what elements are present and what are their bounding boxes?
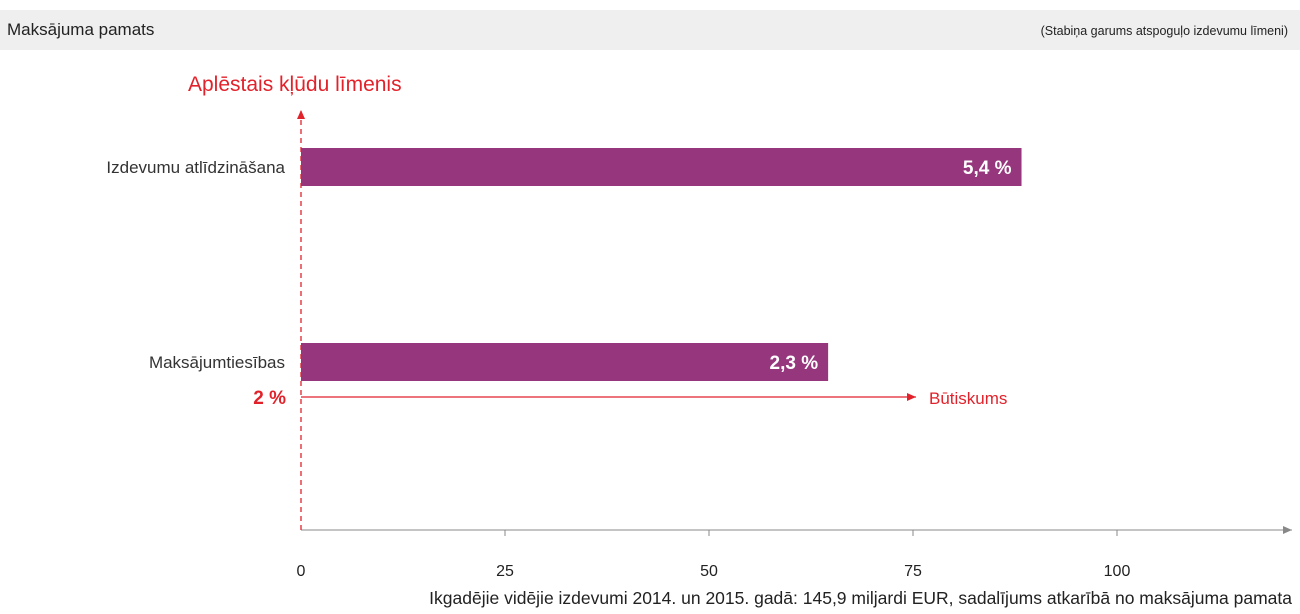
x-tick-label: 75 — [904, 563, 922, 580]
category-label: Izdevumu atlīdzināšana — [106, 158, 285, 177]
x-tick-label: 0 — [297, 563, 306, 580]
bar-value-label: 5,4 % — [963, 158, 1012, 179]
bar — [301, 148, 1022, 186]
bar — [301, 343, 829, 381]
x-axis-label: Ikgadējie vidējie izdevumi 2014. un 2015… — [429, 588, 1292, 608]
category-label: Maksājumtiesības — [149, 353, 285, 372]
x-tick-label: 25 — [496, 563, 514, 580]
materiality-label: Būtiskums — [929, 389, 1007, 408]
threshold-label: 2 % — [253, 388, 286, 409]
x-tick-label: 100 — [1104, 563, 1131, 580]
x-tick-label: 50 — [700, 563, 718, 580]
header-bar — [0, 10, 1300, 50]
y-axis-label: Aplēstais kļūdu līmenis — [188, 73, 402, 96]
chart-subtitle: (Stabiņa garums atspoguļo izdevumu līmen… — [1040, 24, 1288, 38]
bar-value-label: 2,3 % — [770, 353, 819, 374]
chart-title: Maksājuma pamats — [7, 20, 155, 39]
